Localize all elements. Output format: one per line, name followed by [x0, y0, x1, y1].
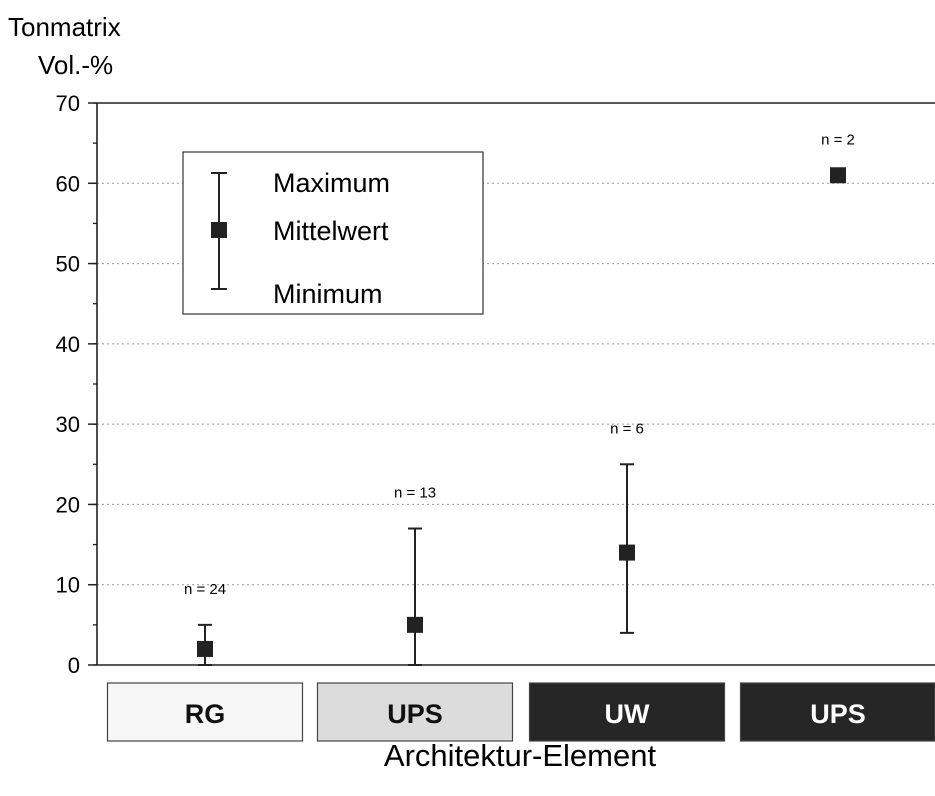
- axes: [88, 102, 935, 666]
- legend-entry-minimum: Minimum: [273, 279, 383, 309]
- y-axis-title-line2: Vol.-%: [38, 50, 113, 80]
- category-label-4: UPS: [810, 699, 866, 729]
- mean-marker-2: [407, 616, 423, 633]
- y-tick-label: 40: [56, 332, 80, 357]
- y-axis-title-line1: Tonmatrix: [8, 12, 121, 42]
- legend-entry-maximum: Maximum: [273, 168, 390, 198]
- y-tick-label: 0: [68, 653, 80, 678]
- category-label-3: UW: [605, 699, 650, 729]
- x-axis-title: Architektur-Element: [384, 738, 657, 773]
- legend-box: [182, 151, 484, 315]
- mean-marker-3: [619, 544, 635, 561]
- n-label-3: n = 6: [610, 420, 644, 437]
- y-tick-labels: 0 10 20 30 40 50 60 70: [56, 91, 80, 678]
- y-tick-label: 30: [56, 412, 80, 437]
- mean-marker-4: [830, 167, 846, 184]
- category-box-3: [528, 682, 726, 742]
- y-tick-label: 60: [56, 171, 80, 196]
- category-label-1: RG: [185, 699, 226, 729]
- y-tick-label: 10: [56, 573, 80, 598]
- category-box-1: [106, 682, 304, 742]
- x-category-boxes: RG UPS UW UPS: [106, 682, 935, 742]
- data-series: n = 24 n = 13 n = 6 n = 2: [184, 131, 855, 666]
- n-label-1: n = 24: [184, 581, 226, 598]
- category-box-2: [316, 682, 514, 742]
- y-tick-label: 20: [56, 492, 80, 517]
- mean-marker-1: [197, 640, 213, 657]
- category-label-2: UPS: [387, 699, 443, 729]
- legend: Maximum Mittelwert Minimum: [182, 151, 484, 315]
- y-tick-label: 50: [56, 252, 80, 277]
- legend-entry-mittelwert: Mittelwert: [273, 216, 389, 246]
- n-label-4: n = 2: [821, 131, 855, 148]
- n-label-2: n = 13: [394, 485, 436, 502]
- category-box-4: [739, 682, 935, 742]
- legend-mean-marker-icon: [211, 222, 227, 238]
- y-tick-label: 70: [56, 91, 80, 116]
